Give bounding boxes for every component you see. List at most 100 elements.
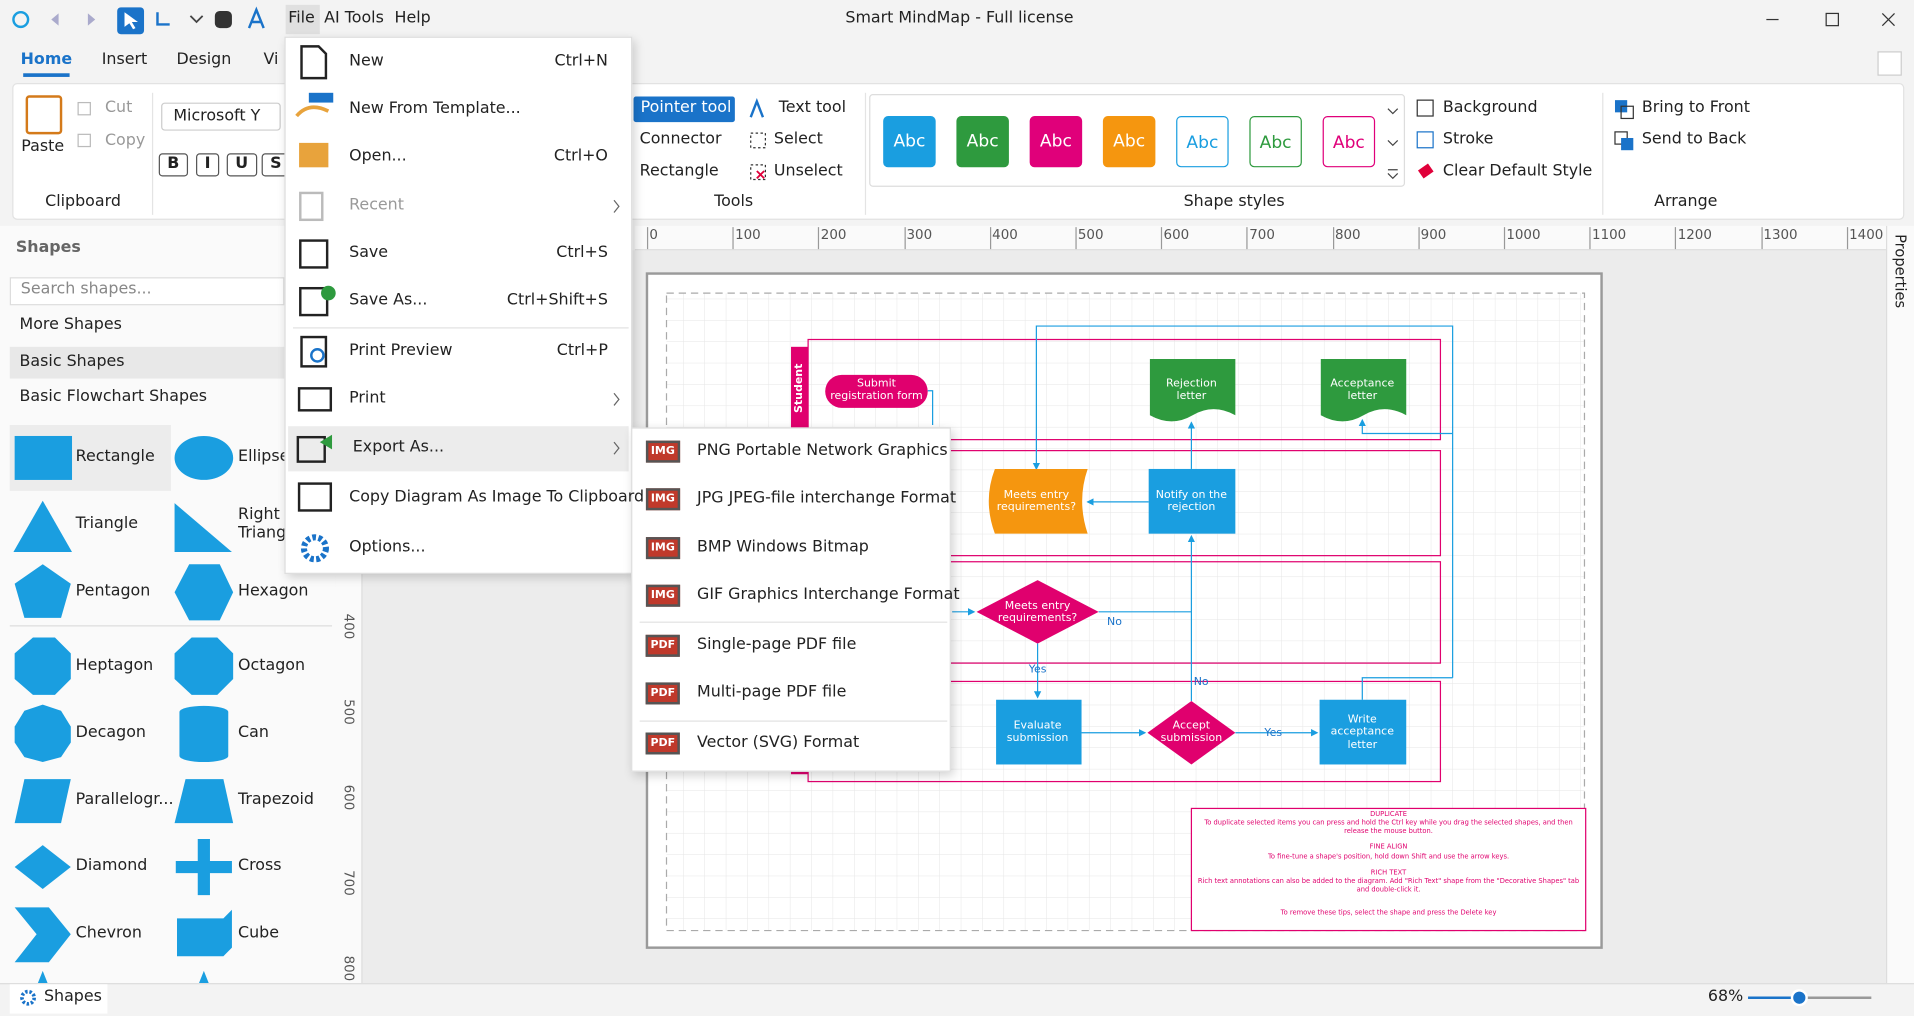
shape-category[interactable]: Basic Flowchart Shapes bbox=[19, 387, 208, 407]
ruler-label: 500 bbox=[1077, 226, 1104, 243]
format-button[interactable]: Stroke bbox=[1442, 130, 1494, 149]
underline-button[interactable]: U bbox=[226, 153, 257, 177]
pointer-tool-button[interactable] bbox=[633, 96, 735, 123]
menu-item[interactable]: AI Tools bbox=[324, 9, 384, 28]
shape-item[interactable]: Chevron bbox=[75, 923, 142, 943]
unselect-tool[interactable]: Unselect bbox=[773, 161, 843, 181]
menu-item[interactable]: File bbox=[288, 9, 315, 28]
export-item[interactable]: Multi-page PDF file bbox=[697, 683, 847, 702]
status-bar bbox=[0, 983, 1914, 1016]
export-item[interactable]: JPG JPEG-file interchange Format bbox=[697, 489, 957, 508]
file-menu-item[interactable]: Options... bbox=[349, 537, 426, 557]
italic-button[interactable]: I bbox=[196, 153, 220, 177]
ribbon-tab[interactable]: Vi bbox=[263, 50, 279, 70]
file-menu-item[interactable]: New bbox=[349, 51, 384, 71]
ribbon-tab[interactable]: Insert bbox=[101, 50, 148, 70]
export-item[interactable]: BMP Windows Bitmap bbox=[697, 537, 869, 557]
style-sample[interactable]: Abc bbox=[1029, 116, 1083, 168]
shape-item[interactable]: Right Triang bbox=[238, 506, 285, 543]
format-badge: IMG bbox=[645, 537, 680, 560]
bold-button[interactable]: B bbox=[158, 153, 188, 177]
file-menu-item[interactable]: New From Template... bbox=[349, 99, 521, 118]
file-menu-item[interactable]: Save As... bbox=[349, 291, 428, 310]
shape-item[interactable]: Trapezoid bbox=[238, 790, 315, 810]
style-sample[interactable]: Abc bbox=[1249, 116, 1302, 168]
group-label: Clipboard bbox=[45, 192, 121, 211]
file-menu-item[interactable]: Recent bbox=[349, 196, 404, 215]
file-menu-item[interactable]: Open... bbox=[349, 147, 407, 166]
style-sample[interactable]: Abc bbox=[1102, 116, 1156, 168]
file-menu-item[interactable]: Save bbox=[349, 243, 389, 262]
ruler-label: 1000 bbox=[1506, 226, 1541, 243]
ruler-tick bbox=[1418, 227, 1420, 250]
format-badge: PDF bbox=[645, 732, 681, 755]
ruler-tick bbox=[1503, 227, 1506, 250]
separator bbox=[9, 625, 333, 627]
format-button[interactable]: Background bbox=[1442, 98, 1538, 117]
export-item[interactable]: GIF Graphics Interchange Format bbox=[697, 585, 960, 604]
search-box[interactable] bbox=[9, 277, 285, 306]
arrange-button[interactable]: Bring to Front bbox=[1641, 98, 1750, 117]
ruler-label: 100 bbox=[735, 226, 761, 243]
properties-panel[interactable] bbox=[1885, 225, 1914, 984]
file-menu-item[interactable]: Print bbox=[349, 388, 386, 408]
export-item[interactable]: Single-page PDF file bbox=[697, 635, 857, 654]
shapes-panel-tab[interactable]: Shapes bbox=[43, 987, 102, 1006]
shape-category[interactable]: More Shapes bbox=[19, 315, 122, 335]
shape-item[interactable]: Can bbox=[238, 723, 269, 742]
shape-category[interactable]: Basic Shapes bbox=[19, 352, 125, 371]
shape-item[interactable]: Octagon bbox=[238, 656, 306, 675]
ruler-tick bbox=[1246, 227, 1249, 250]
menu-item[interactable]: Help bbox=[394, 9, 431, 28]
shape-item[interactable]: Cube bbox=[238, 923, 280, 943]
tip-line: To duplicate selected items you can pres… bbox=[1204, 819, 1573, 836]
style-sample[interactable]: Abc bbox=[1176, 116, 1229, 168]
file-menu-item[interactable]: Print Preview bbox=[349, 341, 453, 360]
style-sample[interactable]: Abc bbox=[956, 116, 1009, 168]
text-tool[interactable]: Text tool bbox=[778, 98, 847, 117]
file-menu bbox=[284, 36, 633, 574]
shape-item[interactable]: Cross bbox=[238, 856, 282, 876]
export-item[interactable]: Vector (SVG) Format bbox=[697, 733, 860, 752]
shape-item[interactable]: Parallelogr... bbox=[75, 790, 174, 810]
top-ruler bbox=[634, 225, 1886, 251]
menu-separator bbox=[639, 720, 948, 722]
arrange-button[interactable]: Send to Back bbox=[1641, 130, 1747, 149]
zoom-level: 68% bbox=[1707, 987, 1744, 1006]
paste-button[interactable]: Paste bbox=[21, 137, 65, 156]
ribbon-tab[interactable]: Home bbox=[20, 50, 73, 70]
collapse-ribbon[interactable] bbox=[1877, 51, 1902, 76]
node-label: Rejection letter bbox=[1165, 378, 1217, 403]
shape-item[interactable]: Heptagon bbox=[75, 656, 154, 675]
shape-item[interactable]: Decagon bbox=[75, 723, 146, 742]
ruler-label: 900 bbox=[1420, 226, 1447, 243]
format-button[interactable]: Clear Default Style bbox=[1442, 161, 1593, 181]
shape-item[interactable]: Rectangle bbox=[75, 447, 155, 466]
menu-separator bbox=[292, 327, 629, 329]
file-menu-item[interactable]: Export As... bbox=[352, 437, 445, 457]
cut-button[interactable]: Cut bbox=[104, 98, 133, 117]
shape-item[interactable]: Pentagon bbox=[75, 581, 151, 601]
ruler-tick bbox=[989, 227, 991, 250]
style-sample[interactable]: Abc bbox=[1322, 116, 1376, 168]
shape-item[interactable]: Diamond bbox=[75, 856, 148, 876]
ruler-label: 800 bbox=[1334, 226, 1361, 243]
export-item[interactable]: PNG Portable Network Graphics bbox=[697, 441, 948, 460]
node-label: Accept submission bbox=[1160, 720, 1223, 745]
ribbon-tab[interactable]: Design bbox=[176, 50, 232, 70]
font-box[interactable] bbox=[161, 102, 281, 131]
shape-item[interactable]: Triangle bbox=[75, 514, 139, 534]
group-label: Shape styles bbox=[1183, 192, 1285, 211]
paste-icon[interactable] bbox=[25, 95, 63, 135]
sidebar-title: Shapes bbox=[15, 238, 81, 258]
connector-tool[interactable]: Connector bbox=[639, 130, 722, 149]
select-tool[interactable]: Select bbox=[773, 130, 823, 149]
pointer-tool[interactable]: Pointer tool bbox=[640, 98, 732, 117]
shape-item[interactable]: Ellipse bbox=[238, 447, 290, 466]
shortcut: Ctrl+Shift+S bbox=[506, 291, 608, 310]
shape-item[interactable]: Hexagon bbox=[238, 581, 309, 601]
file-menu-item[interactable]: Copy Diagram As Image To Clipboard bbox=[349, 487, 645, 507]
rectangle-tool[interactable]: Rectangle bbox=[639, 161, 719, 181]
copy-button[interactable]: Copy bbox=[104, 131, 146, 150]
style-sample[interactable]: Abc bbox=[883, 116, 936, 168]
